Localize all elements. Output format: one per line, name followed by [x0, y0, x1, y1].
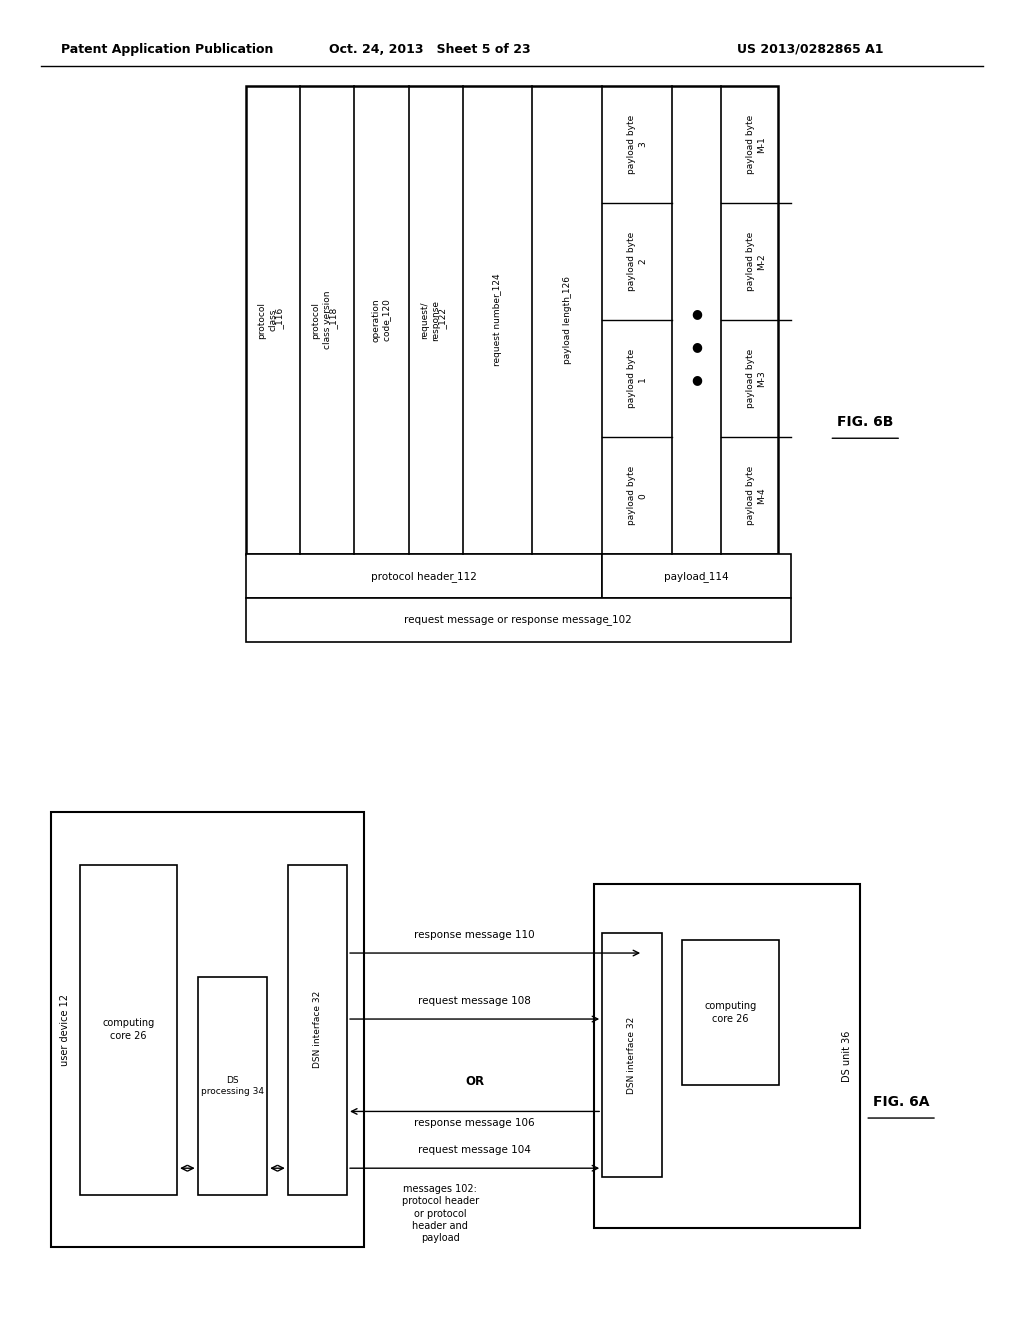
Text: US 2013/0282865 A1: US 2013/0282865 A1 — [737, 44, 884, 55]
Text: request number ̲124: request number ̲124 — [494, 273, 502, 367]
Text: response message 110: response message 110 — [415, 929, 535, 940]
Text: OR: OR — [465, 1074, 484, 1088]
Bar — [602, 554, 791, 598]
Text: payload byte
M-4: payload byte M-4 — [745, 466, 766, 525]
Text: ●: ● — [691, 341, 701, 352]
Text: computing
core 26: computing core 26 — [705, 1002, 757, 1023]
Text: FIG. 6B: FIG. 6B — [837, 416, 894, 429]
Text: DS unit 36: DS unit 36 — [842, 1031, 852, 1081]
Text: operation
code ̲120: operation code ̲120 — [372, 298, 391, 342]
Text: request message 108: request message 108 — [418, 995, 531, 1006]
Text: payload byte
M-3: payload byte M-3 — [745, 348, 766, 408]
Text: ●: ● — [691, 308, 701, 319]
Text: ●: ● — [691, 374, 701, 385]
Text: request message or response message ̲102: request message or response message ̲102 — [404, 614, 632, 626]
Text: computing
core 26: computing core 26 — [102, 1019, 155, 1040]
Bar — [246, 86, 778, 554]
Text: protocol header ̲112: protocol header ̲112 — [371, 570, 477, 582]
Text: DSN interface 32: DSN interface 32 — [313, 991, 322, 1068]
Text: payload byte
M-1: payload byte M-1 — [745, 115, 766, 174]
Text: FIG. 6A: FIG. 6A — [872, 1096, 930, 1109]
Bar — [246, 598, 791, 642]
Bar — [594, 884, 860, 1228]
Text: payload length ̲126: payload length ̲126 — [563, 276, 571, 364]
Bar — [682, 940, 779, 1085]
Text: messages 102:
protocol header
or protocol
header and
payload: messages 102: protocol header or protoco… — [401, 1184, 479, 1243]
Bar — [51, 812, 364, 1247]
Bar — [80, 865, 177, 1195]
Text: protocol
class
̲116: protocol class ̲116 — [257, 301, 289, 339]
Text: payload byte
2: payload byte 2 — [627, 232, 647, 292]
Text: payload ̲114: payload ̲114 — [664, 570, 729, 582]
Text: payload byte
3: payload byte 3 — [627, 115, 647, 174]
Bar — [198, 977, 267, 1195]
Text: payload byte
1: payload byte 1 — [627, 348, 647, 408]
Text: Patent Application Publication: Patent Application Publication — [61, 44, 273, 55]
Text: Oct. 24, 2013   Sheet 5 of 23: Oct. 24, 2013 Sheet 5 of 23 — [330, 44, 530, 55]
Text: request message 104: request message 104 — [418, 1144, 531, 1155]
Text: user device 12: user device 12 — [59, 994, 70, 1065]
Text: DSN interface 32: DSN interface 32 — [628, 1016, 636, 1094]
Bar — [602, 933, 662, 1177]
Text: payload byte
M-2: payload byte M-2 — [745, 232, 766, 292]
Text: payload byte
0: payload byte 0 — [627, 466, 647, 525]
Bar — [246, 554, 602, 598]
Text: request/
response
̲122: request/ response ̲122 — [420, 300, 452, 341]
Text: DS
processing 34: DS processing 34 — [201, 1076, 264, 1096]
Text: protocol
class version
̲118: protocol class version ̲118 — [311, 290, 343, 350]
Bar — [288, 865, 347, 1195]
Text: response message 106: response message 106 — [415, 1118, 535, 1129]
